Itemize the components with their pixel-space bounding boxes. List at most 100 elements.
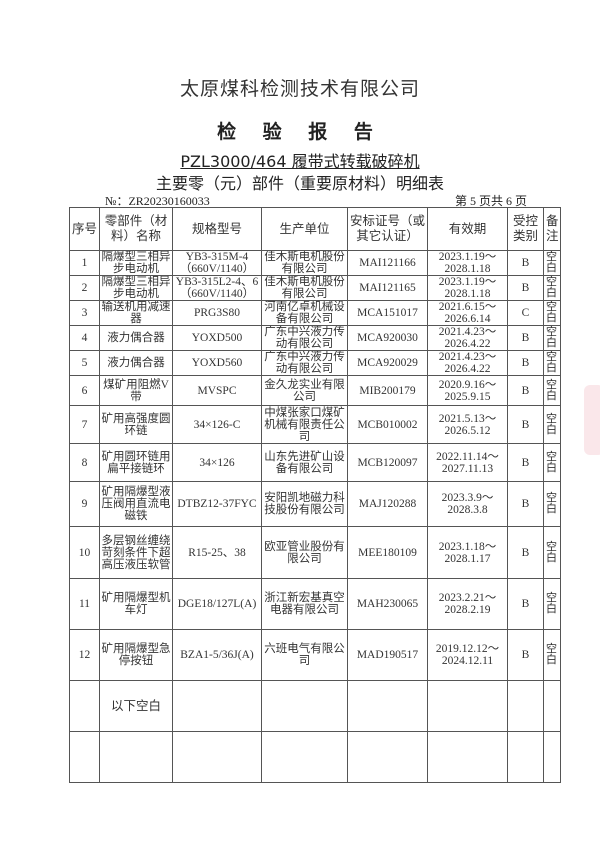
cell-note: 空白 bbox=[543, 250, 561, 276]
cell-cert: MCB120097 bbox=[347, 443, 428, 482]
cell-maker: 浙江新宏基真空电器有限公司 bbox=[261, 578, 348, 630]
empty-cell bbox=[427, 680, 508, 732]
cell-valid: 2023.1.19～2028.1.18 bbox=[427, 250, 508, 276]
cell-name: 矿用隔爆型急停按钮 bbox=[99, 629, 173, 681]
end-marker: 以下空白 bbox=[99, 680, 173, 732]
cell-valid: 2021.4.23～2026.4.22 bbox=[427, 325, 508, 351]
empty-row bbox=[69, 731, 561, 783]
cell-name: 矿用隔爆型机车灯 bbox=[99, 578, 173, 630]
empty-cell bbox=[543, 680, 561, 732]
empty-cell bbox=[347, 680, 428, 732]
cell-valid: 2023.3.9～2028.3.8 bbox=[427, 481, 508, 527]
product-title: PZL3000/464 履带式转载破碎机 bbox=[0, 148, 600, 172]
cell-cert: MAD190517 bbox=[347, 629, 428, 681]
cell-valid: 2019.12.12～2024.12.11 bbox=[427, 629, 508, 681]
cell-name: 隔爆型三相异步电动机 bbox=[99, 275, 173, 301]
cell-model: R15-25、38 bbox=[172, 526, 262, 579]
cell-maker: 山东先进矿山设备有限公司 bbox=[261, 443, 348, 482]
empty-cell bbox=[69, 731, 100, 783]
cell-class: B bbox=[507, 578, 544, 630]
cell-cert: MAI121166 bbox=[347, 250, 428, 276]
cell-class: B bbox=[507, 526, 544, 579]
cell-name: 煤矿用阻燃V带 bbox=[99, 375, 173, 406]
cell-class: B bbox=[507, 375, 544, 406]
empty-cell bbox=[69, 680, 100, 732]
cell-model: PRG3S80 bbox=[172, 300, 262, 326]
cell-no: 2 bbox=[69, 275, 100, 301]
empty-cell bbox=[543, 731, 561, 783]
cell-no: 3 bbox=[69, 300, 100, 326]
cell-name: 输送机用减速器 bbox=[99, 300, 173, 326]
cell-valid: 2022.11.14～2027.11.13 bbox=[427, 443, 508, 482]
table-subtitle: 主要零（元）部件（重要原材料）明细表 bbox=[155, 174, 444, 193]
col-header-note: 备注 bbox=[543, 207, 561, 251]
cell-valid: 2023.1.18～2028.1.17 bbox=[427, 526, 508, 579]
cell-class: B bbox=[507, 481, 544, 527]
cell-cert: MCA920029 bbox=[347, 350, 428, 376]
cell-note: 空白 bbox=[543, 275, 561, 301]
empty-cell bbox=[507, 680, 544, 732]
col-header-maker: 生产单位 bbox=[261, 207, 348, 251]
empty-cell bbox=[172, 680, 262, 732]
cell-valid: 2021.6.15～2026.6.14 bbox=[427, 300, 508, 326]
cell-cert: MCA151017 bbox=[347, 300, 428, 326]
col-header-class: 受控类别 bbox=[507, 207, 544, 251]
col-header-name: 零部件（材料）名称 bbox=[99, 207, 173, 251]
empty-cell bbox=[261, 731, 348, 783]
empty-cell bbox=[99, 731, 173, 783]
cell-note: 空白 bbox=[543, 443, 561, 482]
cell-valid: 2021.4.23～2026.4.22 bbox=[427, 350, 508, 376]
table-row: 12 矿用隔爆型急停按钮 BZA1-5/36J(A) 六班电气有限公司 MAD19051… bbox=[69, 629, 561, 681]
table-row: 8 矿用圆环链用扁平接链环 34×126 山东先进矿山设备有限公司 MCB120097 2… bbox=[69, 443, 561, 482]
cell-note: 空白 bbox=[543, 375, 561, 406]
col-header-valid: 有效期 bbox=[427, 207, 508, 251]
cell-note: 空白 bbox=[543, 405, 561, 444]
table-row: 11 矿用隔爆型机车灯 DGE18/127L(A) 浙江新宏基真空电器有限公司 MAH2… bbox=[69, 578, 561, 630]
cell-model: YOXD500 bbox=[172, 325, 262, 351]
table-row: 3 输送机用减速器 PRG3S80 河南亿卓机械设备有限公司 MCA151017 2021… bbox=[69, 300, 561, 326]
col-header-model: 规格型号 bbox=[172, 207, 262, 251]
cell-no: 5 bbox=[69, 350, 100, 376]
cell-no: 11 bbox=[69, 578, 100, 630]
cell-name: 矿用高强度圆环链 bbox=[99, 405, 173, 444]
empty-cell bbox=[261, 680, 348, 732]
cell-name: 矿用圆环链用扁平接链环 bbox=[99, 443, 173, 482]
cell-no: 10 bbox=[69, 526, 100, 579]
cell-note: 空白 bbox=[543, 526, 561, 579]
company-name: 太原煤科检测技术有限公司 bbox=[179, 78, 420, 100]
page-info: 第 5 页共 6 页 bbox=[455, 194, 528, 208]
cell-no: 8 bbox=[69, 443, 100, 482]
cell-class: B bbox=[507, 325, 544, 351]
cell-model: BZA1-5/36J(A) bbox=[172, 629, 262, 681]
cell-no: 6 bbox=[69, 375, 100, 406]
cell-class: B bbox=[507, 629, 544, 681]
empty-cell bbox=[347, 731, 428, 783]
cell-maker: 广东中兴液力传动有限公司 bbox=[261, 325, 348, 351]
cell-cert: MAI121165 bbox=[347, 275, 428, 301]
cell-model: YB3-315L2-4、6（660V/1140） bbox=[172, 275, 262, 301]
seal-stamp-edge bbox=[584, 385, 600, 455]
empty-cell bbox=[172, 731, 262, 783]
cell-name: 液力偶合器 bbox=[99, 350, 173, 376]
table-row: 4 液力偶合器 YOXD500 广东中兴液力传动有限公司 MCA920030 2021.4… bbox=[69, 325, 561, 351]
table-row: 7 矿用高强度圆环链 34×126-C 中煤张家口煤矿机械有限责任公司 MCB01000… bbox=[69, 405, 561, 444]
cell-no: 1 bbox=[69, 250, 100, 276]
table-row: 5 液力偶合器 YOXD560 广东中兴液力传动有限公司 MCA920029 2021.4… bbox=[69, 350, 561, 376]
cell-cert: MCB010002 bbox=[347, 405, 428, 444]
cell-name: 液力偶合器 bbox=[99, 325, 173, 351]
cell-model: YOXD560 bbox=[172, 350, 262, 376]
cell-no: 7 bbox=[69, 405, 100, 444]
cell-note: 空白 bbox=[543, 350, 561, 376]
cell-maker: 金久龙实业有限公司 bbox=[261, 375, 348, 406]
cell-model: DGE18/127L(A) bbox=[172, 578, 262, 630]
cell-cert: MAJ120288 bbox=[347, 481, 428, 527]
cell-maker: 六班电气有限公司 bbox=[261, 629, 348, 681]
document-number: №：ZR20230160033 bbox=[105, 194, 210, 208]
cell-maker: 佳木斯电机股份有限公司 bbox=[261, 250, 348, 276]
cell-maker: 中煤张家口煤矿机械有限责任公司 bbox=[261, 405, 348, 444]
cell-maker: 广东中兴液力传动有限公司 bbox=[261, 350, 348, 376]
cell-cert: MAH230065 bbox=[347, 578, 428, 630]
cell-maker: 安阳凯地磁力科技股份有限公司 bbox=[261, 481, 348, 527]
cell-class: B bbox=[507, 250, 544, 276]
cell-no: 4 bbox=[69, 325, 100, 351]
